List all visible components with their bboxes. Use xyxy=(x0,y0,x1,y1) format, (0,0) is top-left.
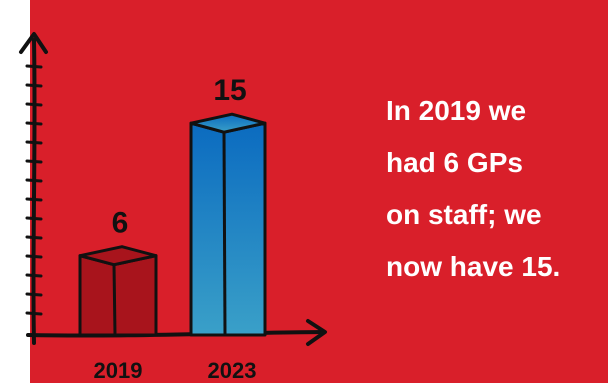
y-axis-tick xyxy=(25,311,43,316)
y-axis-tick xyxy=(25,254,43,259)
y-axis-tick xyxy=(25,197,43,202)
bar-2023 xyxy=(189,112,267,337)
bar-edge xyxy=(222,132,227,336)
x-tick-label: 2023 xyxy=(208,358,257,383)
caption-line: now have 15. xyxy=(386,251,561,282)
caption-line: In 2019 we xyxy=(386,95,527,126)
caption-line: had 6 GPs xyxy=(386,147,523,178)
y-axis-tick xyxy=(25,216,43,221)
bar-body xyxy=(189,121,267,337)
bar-body xyxy=(78,254,158,337)
y-axis-tick xyxy=(25,178,43,183)
y-axis-tick xyxy=(25,159,43,164)
bar-top-face xyxy=(78,245,158,267)
y-axis-tick xyxy=(25,64,43,69)
y-axis-tick xyxy=(25,292,43,297)
y-axis-tick xyxy=(25,140,43,145)
caption-text: In 2019 we had 6 GPs on staff; we now ha… xyxy=(386,85,601,293)
bar-edge xyxy=(112,264,117,336)
x-tick-label: 2019 xyxy=(94,358,143,383)
bar-2019 xyxy=(78,245,158,337)
caption-line: on staff; we xyxy=(386,199,542,230)
chart-bars xyxy=(78,112,267,337)
y-axis-tick xyxy=(25,102,43,107)
bar-top-face xyxy=(189,112,267,134)
y-axis-tick xyxy=(25,83,43,88)
chart-axes xyxy=(19,32,327,346)
y-axis-tick xyxy=(25,273,43,278)
y-axis-line xyxy=(31,38,37,345)
x-axis-line xyxy=(26,330,324,338)
x-axis-arrow-icon xyxy=(306,319,327,346)
bar-value-label: 15 xyxy=(213,74,246,107)
chart-labels: 6 2019 15 2023 xyxy=(94,74,257,383)
y-axis-tick xyxy=(25,235,43,240)
bar-value-label: 6 xyxy=(112,207,129,240)
y-axis-arrow-icon xyxy=(19,32,48,54)
y-axis-tick xyxy=(25,121,43,126)
